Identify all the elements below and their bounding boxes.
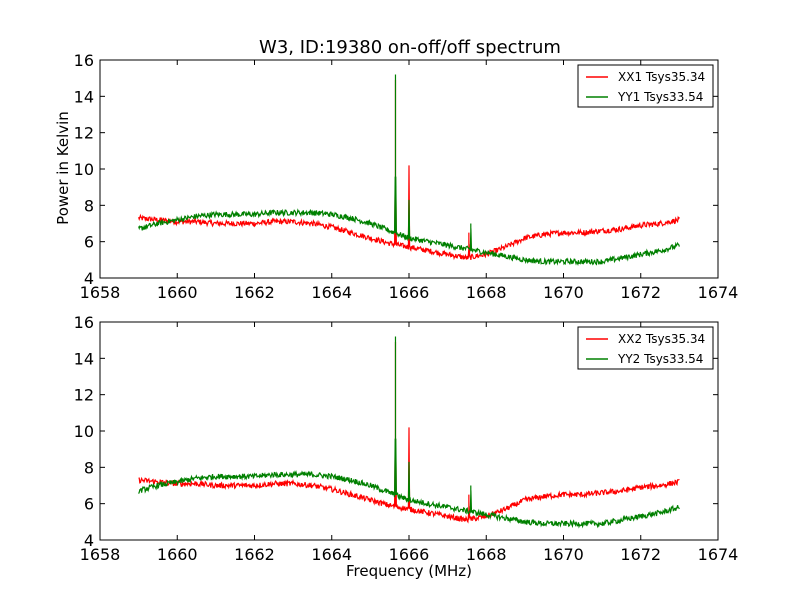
legend-label: XX2 Tsys35.34 (618, 332, 705, 346)
x-tick-label: 1666 (389, 283, 430, 302)
series-line-yy1 (138, 74, 680, 266)
bottom-plot-legend: XX2 Tsys35.34 YY2 Tsys33.54 (577, 326, 714, 370)
x-tick-label: 1674 (698, 545, 739, 564)
top-plot-y-axis-label: Power in Kelvin (54, 111, 72, 225)
x-tick-label: 1658 (80, 545, 121, 564)
y-tick-label: 14 (74, 87, 94, 106)
top-plot-ticks: 1658 1660 1662 1664 1666 1668 1670 1672 1674 4 6 8 1… (74, 51, 739, 302)
legend-label: XX1 Tsys35.34 (618, 70, 705, 84)
x-tick-label: 1660 (157, 545, 198, 564)
x-tick-label: 1664 (311, 545, 352, 564)
legend-label: YY1 Tsys33.54 (617, 90, 703, 104)
y-tick-label: 8 (84, 458, 94, 477)
y-tick-label: 4 (84, 269, 94, 288)
y-tick-label: 10 (74, 422, 94, 441)
x-tick-label: 1670 (543, 545, 584, 564)
bottom-plot-panel: Frequency (MHz) 1658 1660 1662 1664 1666 1668… (74, 313, 739, 580)
y-tick-label: 4 (84, 531, 94, 550)
x-tick-label: 1668 (466, 545, 507, 564)
y-tick-label: 12 (74, 386, 94, 405)
y-tick-label: 6 (84, 495, 94, 514)
bottom-plot-frame (99, 321, 719, 541)
bottom-plot-ticks: 1658 1660 1662 1664 1666 1668 1670 1672 1674 4 6 8 1… (74, 313, 739, 564)
y-tick-label: 8 (84, 196, 94, 215)
y-tick-label: 10 (74, 160, 94, 179)
top-plot-frame (99, 59, 719, 279)
x-tick-label: 1658 (80, 283, 121, 302)
bottom-plot-x-axis-label: Frequency (MHz) (346, 562, 472, 580)
x-tick-label: 1668 (466, 283, 507, 302)
legend-box (577, 64, 714, 108)
top-plot-panel: W3, ID:19380 on-off/off spectrum Power i… (54, 37, 738, 302)
x-tick-label: 1672 (620, 545, 661, 564)
x-tick-label: 1662 (234, 283, 275, 302)
y-tick-label: 16 (74, 313, 94, 332)
x-tick-label: 1660 (157, 283, 198, 302)
y-tick-label: 14 (74, 349, 94, 368)
series-line-yy2 (138, 336, 680, 529)
bottom-plot-series-group (138, 336, 680, 529)
x-tick-label: 1670 (543, 283, 584, 302)
legend-label: YY2 Tsys33.54 (617, 352, 703, 366)
legend-box (577, 326, 714, 370)
x-tick-label: 1662 (234, 545, 275, 564)
x-tick-label: 1672 (620, 283, 661, 302)
y-tick-label: 16 (74, 51, 94, 70)
y-tick-label: 6 (84, 233, 94, 252)
x-tick-label: 1666 (389, 545, 430, 564)
x-tick-label: 1664 (311, 283, 352, 302)
top-plot-legend: XX1 Tsys35.34 YY1 Tsys33.54 (577, 64, 714, 108)
x-tick-label: 1674 (698, 283, 739, 302)
top-plot-series-group (138, 74, 680, 266)
top-plot-title: W3, ID:19380 on-off/off spectrum (259, 37, 561, 58)
y-tick-label: 12 (74, 124, 94, 143)
